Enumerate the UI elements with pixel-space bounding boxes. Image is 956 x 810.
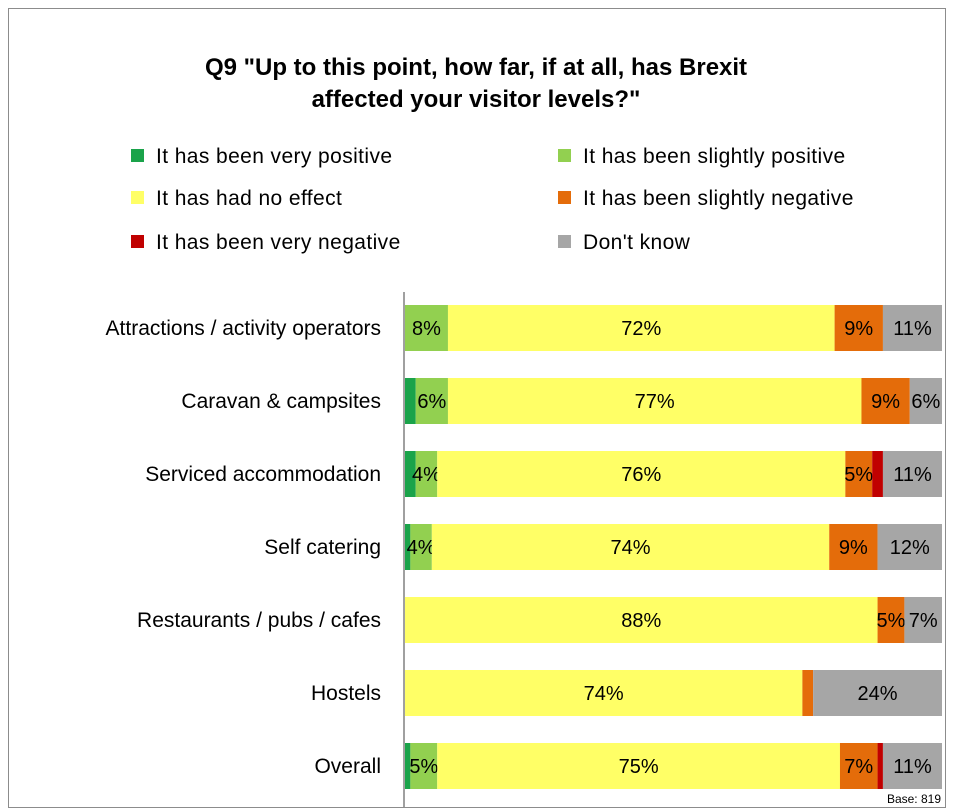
bar-restaurants-pubs-cafes-don-t-know	[904, 597, 942, 643]
data-label-attractions-activity-operators-it-has-had-no-effect: 72%	[621, 318, 661, 340]
bar-attractions-activity-operators-don-t-know	[882, 305, 942, 351]
chart-legend: It has been very positive It has been sli…	[131, 145, 854, 254]
data-label-overall-it-has-been-slightly-negative: 7%	[844, 756, 873, 778]
chart-frame: Q9 "Up to this point, how far, if at all…	[8, 8, 946, 808]
data-label-caravan-campsites-don-t-know: 6%	[911, 391, 940, 413]
bar-serviced-accommodation-it-has-had-no-effect	[437, 451, 846, 497]
data-label-self-catering-it-has-been-slightly-negative: 9%	[839, 537, 868, 559]
bar-hostels-it-has-been-slightly-negative	[802, 670, 814, 716]
category-label-overall: Overall	[314, 755, 381, 778]
category-label-hostels: Hostels	[311, 682, 381, 705]
bar-overall-it-has-had-no-effect	[437, 743, 840, 789]
bar-caravan-campsites-don-t-know	[909, 378, 942, 424]
data-label-caravan-campsites-it-has-been-slightly-negative: 9%	[871, 391, 900, 413]
data-label-restaurants-pubs-cafes-it-has-been-slightly-negative: 5%	[877, 610, 906, 632]
bar-attractions-activity-operators-it-has-been-slightly-negative	[834, 305, 883, 351]
bar-self-catering-it-has-been-very-positive	[405, 524, 411, 570]
data-label-serviced-accommodation-don-t-know: 11%	[893, 464, 932, 486]
data-label-serviced-accommodation-it-has-had-no-effect: 76%	[621, 464, 661, 486]
data-label-overall-it-has-had-no-effect: 75%	[619, 756, 659, 778]
data-label-caravan-campsites-it-has-been-slightly-positive: 6%	[417, 391, 446, 413]
stacked-bar-chart: Q9 "Up to this point, how far, if at all…	[106, 54, 942, 807]
base-footnote: Base: 819	[887, 792, 941, 806]
bar-serviced-accommodation-don-t-know	[882, 451, 942, 497]
legend-entry-don-t-know: Don't know	[583, 231, 691, 254]
bar-overall-it-has-been-slightly-negative	[839, 743, 878, 789]
bar-restaurants-pubs-cafes-it-has-been-slightly-negative	[877, 597, 905, 643]
data-label-self-catering-it-has-been-slightly-positive: 4%	[407, 537, 436, 559]
chart-title-line-1: Q9 "Up to this point, how far, if at all…	[205, 54, 747, 81]
bar-overall-it-has-been-slightly-positive	[410, 743, 438, 789]
category-label-caravan-campsites: Caravan & campsites	[181, 390, 381, 413]
chart-title-line-2: affected your visitor levels?"	[312, 86, 641, 113]
bar-attractions-activity-operators-it-has-had-no-effect	[447, 305, 835, 351]
data-label-attractions-activity-operators-it-has-been-slightly-negative: 9%	[844, 318, 873, 340]
bar-overall-it-has-been-very-positive	[405, 743, 411, 789]
legend-swatch-it-has-been-very-positive	[131, 149, 144, 162]
bar-self-catering-it-has-been-slightly-positive	[410, 524, 432, 570]
bar-caravan-campsites-it-has-been-very-positive	[405, 378, 416, 424]
bar-caravan-campsites-it-has-had-no-effect	[447, 378, 862, 424]
legend-swatch-it-has-been-slightly-negative	[558, 191, 571, 204]
legend-entry-it-has-been-slightly-negative: It has been slightly negative	[583, 187, 854, 210]
data-label-serviced-accommodation-it-has-been-slightly-negative: 5%	[844, 464, 873, 486]
data-label-caravan-campsites-it-has-had-no-effect: 77%	[635, 391, 675, 413]
data-label-restaurants-pubs-cafes-it-has-had-no-effect: 88%	[621, 610, 661, 632]
data-label-serviced-accommodation-it-has-been-slightly-positive: 4%	[412, 464, 441, 486]
data-label-restaurants-pubs-cafes-don-t-know: 7%	[909, 610, 938, 632]
bar-self-catering-it-has-been-slightly-negative	[829, 524, 878, 570]
legend-entry-it-has-been-very-negative: It has been very negative	[156, 231, 401, 254]
data-label-attractions-activity-operators-it-has-been-slightly-positive: 8%	[412, 318, 441, 340]
legend-swatch-it-has-had-no-effect	[131, 191, 144, 204]
bar-restaurants-pubs-cafes-it-has-had-no-effect	[405, 597, 878, 643]
legend-swatch-it-has-been-slightly-positive	[558, 149, 571, 162]
bar-serviced-accommodation-it-has-been-slightly-positive	[415, 451, 438, 497]
bar-self-catering-don-t-know	[877, 524, 942, 570]
legend-swatch-don-t-know	[558, 235, 571, 248]
bar-self-catering-it-has-had-no-effect	[431, 524, 830, 570]
bar-hostels-don-t-know	[813, 670, 942, 716]
data-label-overall-don-t-know: 11%	[893, 756, 932, 778]
data-label-attractions-activity-operators-don-t-know: 11%	[893, 318, 932, 340]
bar-overall-it-has-been-very-negative	[877, 743, 883, 789]
bar-caravan-campsites-it-has-been-slightly-negative	[861, 378, 910, 424]
bar-attractions-activity-operators-it-has-been-slightly-positive	[405, 305, 448, 351]
legend-swatch-it-has-been-very-negative	[131, 235, 144, 248]
category-label-serviced-accommodation: Serviced accommodation	[145, 463, 381, 486]
category-label-self-catering: Self catering	[264, 536, 381, 559]
bar-serviced-accommodation-it-has-been-very-positive	[405, 451, 416, 497]
category-label-attractions-activity-operators: Attractions / activity operators	[106, 317, 381, 340]
bar-overall-don-t-know	[882, 743, 942, 789]
legend-entry-it-has-had-no-effect: It has had no effect	[156, 187, 342, 210]
category-labels: Attractions / activity operators Caravan …	[106, 317, 381, 778]
bar-caravan-campsites-it-has-been-slightly-positive	[415, 378, 448, 424]
bars-group: 8% 72% 9% 11% 6% 77% 9% 6% 4% 76% 5% 11% 4% 74% 9% 12% 8…	[405, 305, 942, 789]
category-label-restaurants-pubs-cafes: Restaurants / pubs / cafes	[137, 609, 381, 632]
legend-entry-it-has-been-very-positive: It has been very positive	[156, 145, 392, 168]
bar-serviced-accommodation-it-has-been-slightly-negative	[845, 451, 873, 497]
data-label-hostels-it-has-had-no-effect: 74%	[584, 683, 624, 705]
data-label-self-catering-don-t-know: 12%	[890, 537, 930, 559]
bar-hostels-it-has-had-no-effect	[405, 670, 803, 716]
data-label-self-catering-it-has-had-no-effect: 74%	[611, 537, 651, 559]
legend-entry-it-has-been-slightly-positive: It has been slightly positive	[583, 145, 846, 168]
bar-serviced-accommodation-it-has-been-very-negative	[872, 451, 883, 497]
data-label-overall-it-has-been-slightly-positive: 5%	[409, 756, 438, 778]
data-label-hostels-don-t-know: 24%	[858, 683, 898, 705]
